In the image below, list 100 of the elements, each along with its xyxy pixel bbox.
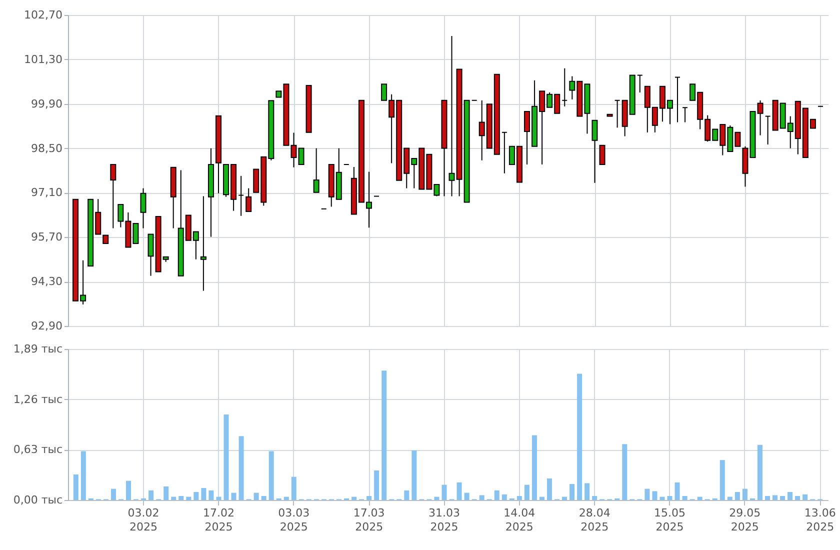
candlestick <box>592 120 598 184</box>
x-tick-label: 03.03 2025 <box>278 506 310 534</box>
candlestick <box>200 196 206 292</box>
bar <box>224 414 229 500</box>
y-tick-label: 99,90 <box>31 97 62 110</box>
bar <box>126 480 132 500</box>
bar <box>366 496 372 500</box>
bar <box>780 496 786 500</box>
candlestick <box>674 76 681 123</box>
y-tick-label: 97,10 <box>31 186 62 200</box>
x-tick-label: 31.03 2025 <box>428 506 460 534</box>
bar <box>186 496 192 500</box>
bar <box>562 496 568 500</box>
candlestick <box>140 188 146 229</box>
bar <box>539 496 544 500</box>
bar <box>291 476 296 500</box>
bar <box>622 444 628 500</box>
y-tick-label: 0,63 тыс <box>13 443 62 456</box>
candlestick <box>614 100 620 128</box>
bar <box>674 482 680 500</box>
bar <box>148 490 154 500</box>
bar <box>201 488 206 500</box>
bar <box>757 444 762 500</box>
bar <box>494 490 500 500</box>
bar <box>216 496 222 500</box>
bar <box>352 496 357 500</box>
x-tick-label: 14.04 2025 <box>504 506 536 534</box>
bar <box>764 496 770 500</box>
x-tick-label: 28.04 2025 <box>578 506 610 534</box>
bar <box>532 435 537 500</box>
bar <box>592 496 598 500</box>
bar <box>382 370 387 500</box>
bar <box>164 486 169 500</box>
y-tick-label: 1,26 тыс <box>13 392 62 406</box>
bar <box>577 374 582 500</box>
bar <box>795 496 800 500</box>
bar <box>404 490 410 500</box>
bar <box>546 478 552 500</box>
bar <box>479 495 484 500</box>
bar <box>802 494 808 500</box>
x-tick-label: 17.02 2025 <box>202 506 234 534</box>
bar <box>254 492 259 500</box>
y-tick-label: 1,89 тыс <box>13 342 62 356</box>
candlestick <box>501 132 508 174</box>
y-tick-label: 0,00 тыс <box>13 494 62 506</box>
bar <box>667 496 672 500</box>
bar <box>238 436 244 500</box>
bar <box>171 496 176 500</box>
bar <box>734 492 740 500</box>
bar <box>720 460 725 500</box>
bar <box>570 484 575 500</box>
candlestick <box>298 148 304 165</box>
bar <box>194 492 199 500</box>
candlestick <box>238 175 244 216</box>
candlestick <box>110 164 116 229</box>
bar <box>178 496 184 500</box>
bar <box>584 483 590 500</box>
bar <box>73 474 78 500</box>
bar <box>652 491 658 500</box>
bar <box>412 450 417 500</box>
x-tick-label: 17.03 2025 <box>353 506 385 534</box>
y-tick-label: 102,70 <box>24 8 62 22</box>
candlestick <box>599 144 606 165</box>
candlestick <box>562 68 568 107</box>
x-tick-label: 15.05 2025 <box>654 506 686 534</box>
bar <box>110 488 116 500</box>
bar <box>516 496 522 500</box>
bar <box>660 496 665 500</box>
y-tick-label: 94,30 <box>31 275 62 288</box>
bar <box>261 496 266 500</box>
bar <box>697 496 702 500</box>
bar <box>434 496 440 500</box>
bar <box>284 496 289 500</box>
x-tick-label: 03.02 2025 <box>128 506 160 534</box>
bar <box>464 492 470 500</box>
bar <box>502 494 507 500</box>
candlestick <box>313 148 320 193</box>
bar <box>524 484 530 500</box>
y-tick-label: 95,70 <box>31 230 62 244</box>
bar <box>727 496 732 500</box>
bar <box>772 495 778 500</box>
bar <box>374 470 380 500</box>
bar <box>644 488 650 500</box>
y-tick-label: 101,30 <box>24 52 62 66</box>
bar <box>456 482 462 500</box>
bar <box>268 451 274 500</box>
candlestick <box>764 116 771 145</box>
bar <box>208 490 214 500</box>
candlestick <box>636 74 643 93</box>
bar <box>682 496 688 500</box>
candlestick <box>682 107 688 123</box>
x-tick-label: 13.06 2025 <box>804 506 836 534</box>
bar <box>80 451 86 500</box>
bar <box>231 492 236 500</box>
bar <box>442 484 447 500</box>
y-tick-label: 92,90 <box>31 320 62 332</box>
bar <box>742 488 748 500</box>
y-tick-label: 98,50 <box>31 142 62 155</box>
x-tick-label: 29.05 2025 <box>729 506 761 534</box>
bar <box>788 492 793 500</box>
